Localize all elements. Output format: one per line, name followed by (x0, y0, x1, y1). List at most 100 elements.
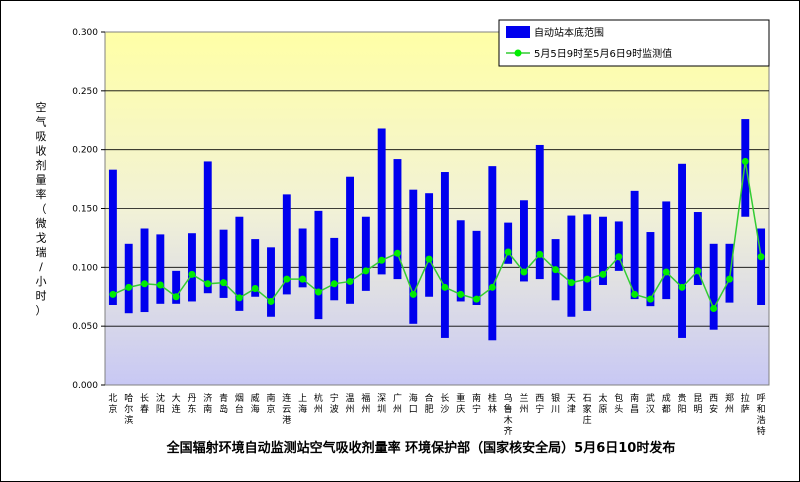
range-bar (567, 215, 576, 317)
x-tick-label: 拉萨 (741, 392, 750, 415)
line-markers (109, 157, 765, 313)
line-point (362, 267, 370, 275)
line-point (473, 295, 481, 303)
range-bar (409, 189, 418, 324)
range-bar (456, 220, 465, 302)
legend: 自动站本底范围 5月5日9时至5月6日9时监测值 (498, 19, 770, 67)
x-tick-label: 哈尔滨 (124, 392, 133, 426)
x-tick-label: 南宁 (472, 392, 481, 415)
range-bar (361, 216, 370, 291)
x-tick-label: 包头 (614, 392, 623, 415)
chart-title: 全国辐射环境自动监测站空气吸收剂量率 环境保护部（国家核安全局）5月6日10时发… (166, 440, 676, 456)
line-point (235, 294, 243, 302)
x-tick-label: 长沙 (440, 392, 449, 415)
line-point (267, 297, 275, 305)
range-bar (630, 190, 639, 300)
line-point (552, 266, 560, 274)
x-tick-label: 烟台 (235, 392, 244, 415)
line-point (646, 295, 654, 303)
line-point (536, 250, 544, 258)
range-bar (282, 194, 291, 295)
x-tick-label: 温州 (346, 393, 355, 415)
x-tick-label: 连云港 (282, 392, 291, 426)
range-bar (188, 233, 196, 302)
x-tick-label: 南京 (266, 392, 275, 415)
x-tick-label: 昆明 (693, 393, 702, 415)
range-bar (535, 144, 544, 280)
line-point (441, 283, 449, 291)
legend-line-marker (514, 49, 522, 57)
range-bar (267, 247, 275, 317)
line-point (631, 290, 639, 298)
grid-lines (105, 90, 769, 327)
legend-bar-label: 自动站本底范围 (534, 26, 604, 39)
x-tick-label: 北京 (108, 393, 117, 415)
line-point (314, 288, 322, 296)
x-tick-label: 长春 (140, 392, 149, 415)
line-point (172, 293, 180, 301)
x-tick-label: 银川 (551, 392, 560, 415)
range-bar (662, 201, 671, 300)
line-point (567, 279, 575, 287)
y-tick-label: 0.000 (72, 381, 98, 391)
line-point (504, 248, 512, 256)
line-point (378, 256, 386, 264)
range-bar (346, 176, 354, 304)
range-bar (614, 221, 623, 271)
range-bar (298, 228, 307, 288)
x-tick-label: 乌鲁木齐 (504, 392, 513, 437)
line-point (299, 275, 307, 283)
line-point (425, 255, 433, 263)
y-tick-label: 0.200 (72, 146, 98, 156)
range-bar (235, 216, 244, 311)
line-point (204, 280, 212, 288)
line-point (346, 277, 354, 285)
x-tick-label: 呼和浩特 (757, 393, 766, 437)
x-tick-label: 天津 (567, 394, 576, 415)
range-bar (504, 222, 513, 264)
range-bar (330, 237, 339, 301)
y-tick-label: 0.250 (72, 87, 98, 97)
line-point (678, 283, 686, 291)
line-point (488, 283, 496, 291)
range-bar (377, 128, 386, 275)
x-tick-label: 福州 (361, 392, 370, 415)
x-tick-label: 成都 (662, 392, 671, 415)
line-point (393, 249, 401, 257)
line-point (109, 290, 117, 298)
x-tick-label: 广州 (393, 392, 402, 415)
line-point (251, 285, 259, 293)
x-tick-label: 太原 (598, 392, 607, 415)
x-tick-label: 南昌 (630, 392, 639, 415)
range-bar (583, 214, 592, 311)
line-point (725, 275, 733, 283)
range-bar (251, 239, 260, 297)
range-bar (203, 161, 212, 294)
x-tick-label: 沈阳 (156, 392, 165, 415)
x-tick-label: 丹东 (187, 393, 196, 415)
line-point (583, 275, 591, 283)
range-bar (709, 243, 718, 330)
range-bar (646, 232, 655, 307)
line-point (741, 157, 749, 165)
x-tick-label: 兰州 (519, 392, 528, 415)
range-bars (108, 119, 766, 341)
range-bar (741, 119, 750, 217)
x-tick-label: 青岛 (219, 392, 228, 415)
legend-box (498, 19, 770, 67)
x-tick-label: 郑州 (725, 392, 734, 415)
line-point (615, 253, 623, 261)
x-tick-label: 上海 (298, 393, 307, 415)
line-point (599, 270, 607, 278)
range-bar (108, 169, 117, 305)
line-point (141, 280, 149, 288)
line-point (330, 280, 338, 288)
y-tick-label: 0.300 (72, 28, 98, 38)
x-tick-label: 杭州 (314, 392, 323, 415)
x-tick-label: 大连 (172, 392, 181, 415)
range-bar (725, 243, 734, 303)
legend-bar-swatch (506, 26, 530, 38)
y-tick-label: 0.150 (72, 205, 98, 215)
